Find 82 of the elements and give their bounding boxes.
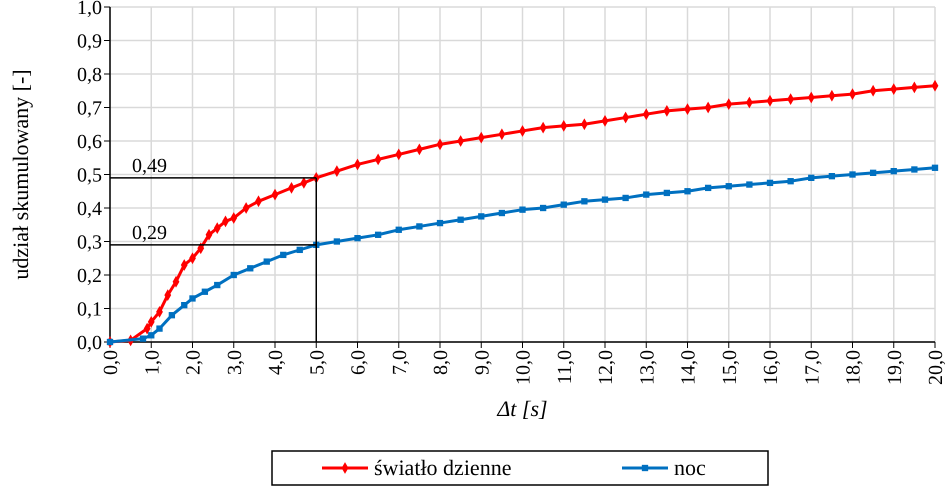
point — [189, 295, 196, 302]
legend-label: światło dzienne — [374, 455, 512, 480]
x-tick-label: 9,0 — [471, 350, 494, 375]
point — [478, 213, 484, 220]
point — [436, 220, 444, 226]
ref-line-label: 0,29 — [132, 222, 167, 244]
point — [808, 174, 814, 182]
point — [602, 196, 608, 203]
x-tick-label: 7,0 — [388, 350, 411, 375]
point — [247, 265, 254, 272]
point — [890, 168, 897, 174]
x-tick-label: 18,0 — [842, 350, 864, 385]
point — [870, 170, 876, 176]
point — [457, 216, 464, 223]
x-tick-label: 1,0 — [141, 350, 164, 375]
point — [264, 258, 270, 265]
point — [911, 166, 918, 173]
point — [230, 272, 237, 278]
x-tick-label: 6,0 — [348, 350, 370, 375]
point — [622, 194, 629, 202]
point — [280, 252, 286, 258]
point — [540, 204, 546, 212]
point — [334, 238, 340, 245]
point — [181, 302, 188, 308]
x-tick-label: 12,0 — [595, 350, 617, 385]
x-tick-label: 3,0 — [224, 350, 246, 375]
point — [106, 338, 114, 346]
point — [416, 223, 423, 230]
point — [664, 190, 670, 196]
x-tick-label: 8,0 — [430, 350, 452, 375]
point — [296, 246, 303, 254]
point — [396, 226, 402, 233]
x-tick-label: 0,0 — [100, 350, 122, 375]
point — [746, 181, 753, 188]
x-tick-label: 15,0 — [718, 350, 741, 385]
y-axis-title: udział skumulowany [-] — [8, 69, 33, 280]
point — [726, 183, 732, 190]
point — [519, 206, 526, 213]
point — [766, 180, 774, 186]
y-tick-label: 0,5 — [77, 164, 102, 186]
y-tick-label: 0,8 — [77, 64, 102, 86]
y-tick-label: 0,6 — [77, 131, 102, 153]
x-axis-title: Δt [s] — [496, 396, 548, 421]
x-tick-label: 14,0 — [678, 350, 700, 385]
point — [156, 325, 163, 332]
point — [849, 171, 856, 178]
x-tick-label: 17,0 — [801, 350, 824, 385]
point — [214, 282, 220, 288]
legend-label: noc — [674, 455, 706, 480]
x-tick-label: 2,0 — [182, 350, 204, 375]
y-tick-label: 0,4 — [77, 198, 102, 220]
y-tick-label: 0,1 — [77, 298, 102, 320]
point — [560, 201, 567, 208]
y-tick-label: 0,0 — [77, 332, 102, 354]
x-tick-label: 19,0 — [884, 350, 906, 385]
point — [828, 173, 836, 180]
point — [148, 332, 154, 338]
y-tick-label: 0,2 — [77, 265, 102, 287]
x-tick-label: 5,0 — [306, 350, 328, 375]
y-tick-label: 0,9 — [77, 30, 102, 52]
x-tick-label: 10,0 — [512, 350, 534, 385]
point — [643, 191, 650, 198]
ref-line-label: 0,49 — [132, 154, 167, 177]
point — [581, 198, 588, 204]
point — [787, 178, 794, 184]
point — [354, 234, 361, 242]
x-tick-label: 4,0 — [265, 350, 287, 375]
x-tick-label: 13,0 — [636, 350, 658, 385]
x-tick-label: 11,0 — [554, 350, 576, 384]
x-tick-label: 16,0 — [760, 350, 782, 385]
point — [140, 335, 146, 342]
point — [684, 188, 691, 194]
y-tick-label: 1,0 — [77, 0, 102, 19]
y-tick-label: 0,7 — [77, 98, 102, 120]
point — [374, 232, 382, 238]
x-tick-label: 20,0 — [925, 350, 946, 385]
point — [168, 312, 176, 318]
point — [932, 164, 938, 171]
point — [498, 210, 506, 216]
point — [202, 288, 208, 295]
y-tick-label: 0,3 — [77, 232, 102, 254]
point — [704, 184, 712, 192]
